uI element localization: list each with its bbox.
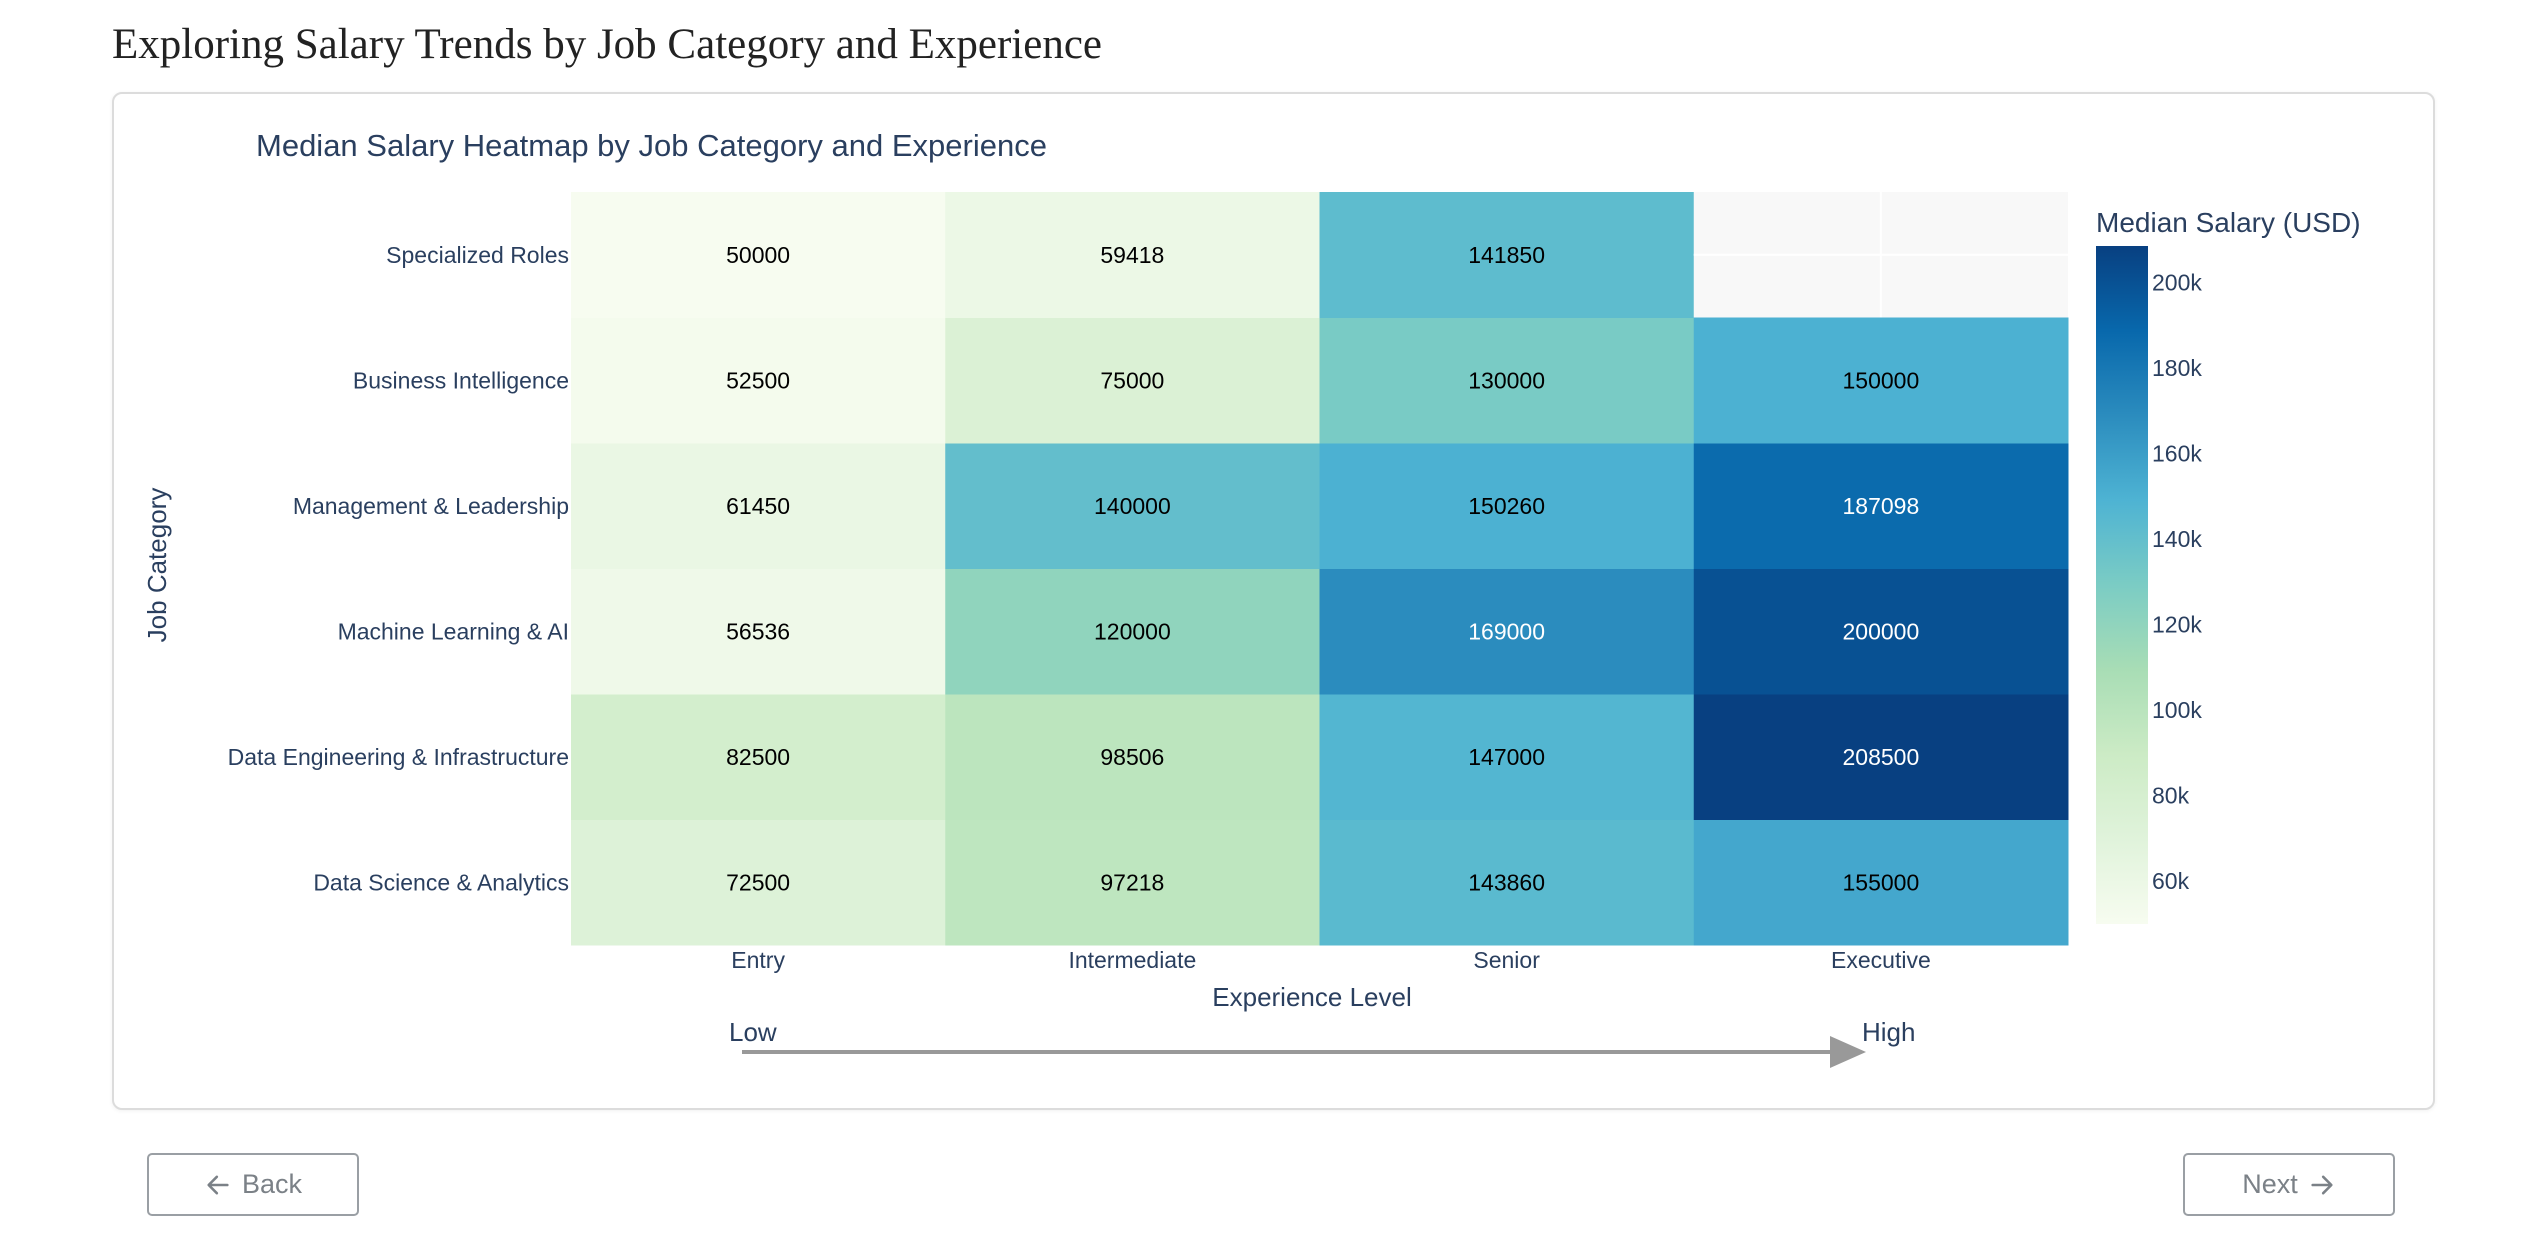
colorbar-tick-label: 120k (2152, 612, 2202, 638)
colorbar-tick-label: 180k (2152, 355, 2202, 381)
y-tick-label: Data Engineering & Infrastructure (228, 744, 569, 770)
heatmap-cell (571, 568, 946, 695)
heatmap-cell (945, 694, 1320, 820)
heatmap-cell-label: 200000 (1843, 618, 1920, 644)
x-axis-ticks: Entry Intermediate Senior Executive (731, 947, 1930, 973)
heatmap-cell (945, 568, 1320, 695)
heatmap-cell-label: 130000 (1468, 367, 1545, 393)
x-axis-title: Experience Level (1212, 982, 1411, 1012)
heatmap-cell-label: 50000 (726, 242, 790, 268)
heatmap-cell-label: 98506 (1100, 744, 1164, 770)
heatmap-cell-label: 150000 (1843, 367, 1920, 393)
next-button[interactable]: Next (2183, 1153, 2395, 1216)
heatmap-cell-label: 59418 (1100, 242, 1164, 268)
heatmap-cell-label: 61450 (726, 493, 790, 519)
colorbar-tick-label: 60k (2152, 868, 2190, 894)
y-axis-title: Job Category (142, 488, 172, 643)
y-tick-label: Specialized Roles (386, 242, 569, 268)
chart-card: Median Salary Heatmap by Job Category an… (112, 92, 2435, 1110)
x-tick-label: Entry (731, 947, 785, 973)
y-tick-label: Management & Leadership (293, 493, 569, 519)
back-button-label: Back (241, 1169, 303, 1199)
heatmap-cell (1319, 443, 1695, 569)
heatmap-cell-label: 56536 (726, 618, 790, 644)
heatmap-cell-label: 140000 (1094, 493, 1171, 519)
heatmap-cell-label: 141850 (1468, 242, 1545, 268)
heatmap-cell (1693, 443, 2069, 569)
heatmap-cell (1693, 568, 2069, 695)
y-tick-label: Business Intelligence (353, 367, 569, 393)
arrow-right-icon (2311, 1175, 2333, 1194)
heatmap-cell (571, 317, 946, 444)
heatmap-cell-label: 75000 (1100, 367, 1164, 393)
heatmap-cell (1319, 317, 1695, 444)
heatmap-cell (1319, 694, 1695, 820)
heatmap-cell-label: 120000 (1094, 618, 1171, 644)
colorbar-tick-label: 160k (2152, 440, 2202, 466)
heatmap-cell-label: 82500 (726, 744, 790, 770)
heatmap-cell (1693, 317, 2069, 444)
heatmap-cell-label: 97218 (1100, 869, 1164, 895)
heatmap-chart: Median Salary Heatmap by Job Category an… (142, 128, 2361, 1068)
x-tick-label: Intermediate (1068, 947, 1196, 973)
heatmap-cell-label: 187098 (1843, 493, 1920, 519)
heatmap-cell-label: 155000 (1843, 869, 1920, 895)
colorbar (2096, 246, 2148, 924)
colorbar-ticks: 60k 80k 100k 120k 140k 160k 180k 200k (2152, 269, 2202, 894)
colorbar-tick-label: 100k (2152, 697, 2202, 723)
heatmap-cell-label: 169000 (1468, 618, 1545, 644)
heatmap-cell (1693, 819, 2069, 946)
heatmap-cell-labels: 72500 97218 143860 155000 82500 98506 147000 20… (726, 242, 1919, 896)
chart-title: Median Salary Heatmap by Job Category an… (256, 128, 1047, 163)
heatmap-cell (1319, 192, 1695, 318)
heatmap-cell (945, 443, 1320, 569)
heatmap-cell (945, 317, 1320, 444)
y-tick-label: Data Science & Analytics (313, 869, 569, 895)
heatmap-cell (1693, 694, 2069, 820)
colorbar-tick-label: 200k (2152, 269, 2202, 295)
colorbar-tick-label: 80k (2152, 783, 2190, 809)
heatmap-cell (1319, 819, 1695, 946)
high-label: High (1862, 1017, 1915, 1047)
arrow-left-icon (207, 1175, 229, 1194)
heatmap-cells (571, 192, 2069, 946)
x-tick-label: Senior (1473, 947, 1540, 973)
heatmap-cell-label: 52500 (726, 367, 790, 393)
colorbar-title: Median Salary (USD) (2096, 207, 2361, 238)
heatmap-cell (945, 192, 1320, 318)
page-title: Exploring Salary Trends by Job Category … (112, 21, 1103, 68)
low-label: Low (729, 1017, 777, 1047)
heatmap-cell (945, 819, 1320, 946)
back-button[interactable]: Back (147, 1153, 359, 1216)
heatmap-cell-label: 208500 (1843, 744, 1920, 770)
heatmap-cell-label: 147000 (1468, 744, 1545, 770)
heatmap-cell-label: 150260 (1468, 493, 1545, 519)
heatmap-cell (571, 192, 946, 318)
heatmap-cell (571, 443, 946, 569)
heatmap-cell-label: 72500 (726, 869, 790, 895)
heatmap-cell (571, 694, 946, 820)
heatmap-cell (1319, 568, 1695, 695)
colorbar-tick-label: 140k (2152, 526, 2202, 552)
next-button-label: Next (2242, 1169, 2298, 1199)
x-tick-label: Executive (1831, 947, 1931, 973)
y-tick-label: Machine Learning & AI (338, 618, 569, 644)
y-axis-ticks: Data Science & Analytics Data Engineering… (228, 242, 569, 896)
heatmap-cell (571, 819, 946, 946)
heatmap-cell-label: 143860 (1468, 869, 1545, 895)
